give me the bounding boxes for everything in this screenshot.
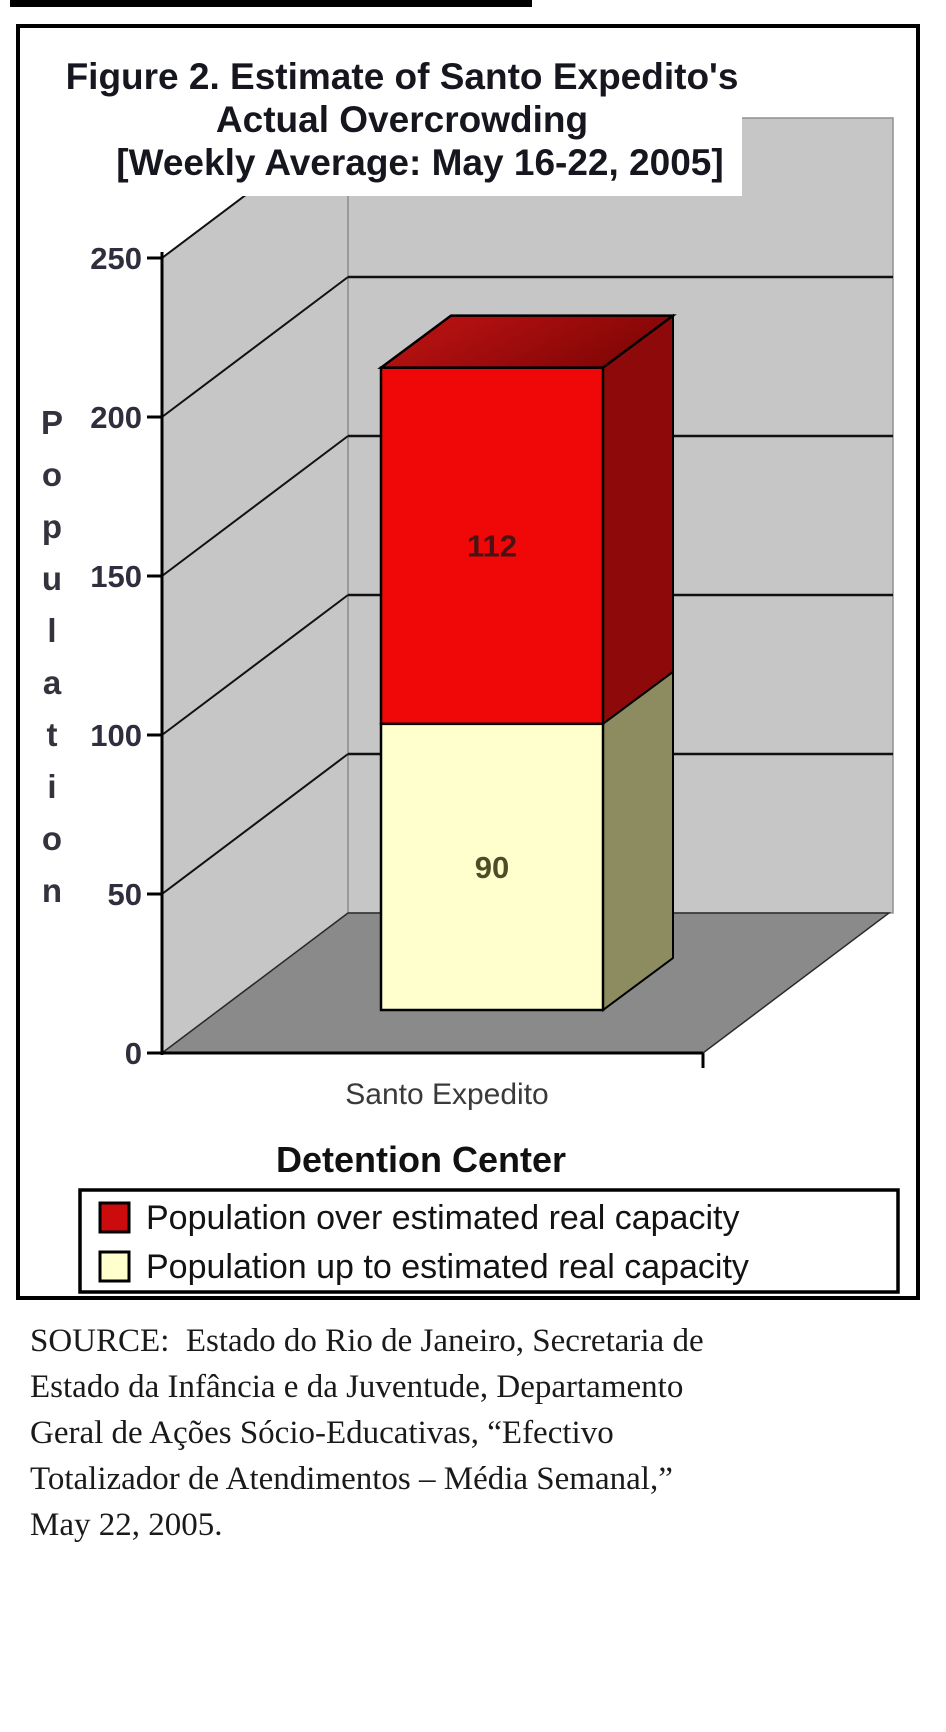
source-line: Geral de Ações Sócio-Educativas, “Efecti… [30,1415,614,1451]
y-axis-ticks: 0 50 100 150 200 250 [90,241,163,1071]
y-tick-label-100: 100 [90,718,142,753]
source-line: May 22, 2005. [30,1507,223,1543]
y-axis-title-letter: t [47,716,58,753]
gridline-diagonal-150 [161,435,349,577]
title-panel [21,29,742,196]
y-tick-label-250: 250 [90,241,142,276]
y-tick-label-0: 0 [125,1036,142,1071]
y-axis-title-letter: o [42,820,62,857]
category-label: Santo Expedito [345,1078,548,1111]
bar-segment-side-capacity [602,669,674,1012]
y-tick-label-150: 150 [90,559,142,594]
stacked-bar-santo-expedito: 90 112 [377,313,677,1012]
source-line: Totalizador de Atendimentos – Média Sema… [30,1461,673,1497]
chart-title-line1: Figure 2. Estimate of Santo Expedito's [66,56,739,97]
bar-segment-front-capacity [379,722,605,1012]
gridline-diagonal-50 [161,753,349,895]
gridline-diagonal-200 [161,276,349,418]
bar-top-face [377,314,677,369]
y-axis-title-letter: o [42,456,62,493]
y-axis-title-letter: u [42,560,62,597]
y-axis-title-letter: i [47,768,56,805]
gridline-diagonal-100 [161,594,349,736]
bar-value-label-over: 112 [467,529,517,564]
bar-segment-side-over [602,313,674,726]
source-line: SOURCE: Estado do Rio de Janeiro, Secret… [30,1323,704,1359]
chart-title-line3: [Weekly Average: May 16-22, 2005] [116,142,723,183]
y-axis-title-letter: l [47,612,56,649]
legend-label-over: Population over estimated real capacity [146,1199,739,1237]
bar-value-label-capacity: 90 [475,850,509,885]
y-tick-label-50: 50 [108,877,142,912]
y-tick-label-200: 200 [90,400,142,435]
legend-box [78,1188,900,1294]
top-crop-artifact [10,0,532,7]
bar-segment-front-over [379,366,605,726]
source-line: Estado da Infância e da Juventude, Depar… [30,1369,684,1405]
chart-title-line2: Actual Overcrowding [216,99,588,140]
y-axis-title-letter: p [42,508,62,545]
left-wall [161,116,349,1055]
y-axis-title-letter: P [41,404,63,441]
legend-swatch-over-icon [98,1201,131,1234]
y-axis-title-vertical: Population [41,404,63,909]
y-axis-title-letter: n [42,872,62,909]
x-axis-title: Detention Center [276,1139,566,1180]
figure-border [16,24,920,1300]
y-axis-title-letter: a [43,664,62,701]
legend-swatch-capacity-icon [98,1250,131,1283]
source-citation: SOURCE: Estado do Rio de Janeiro, Secret… [30,1318,918,1548]
legend-label-capacity: Population up to estimated real capacity [146,1248,749,1286]
